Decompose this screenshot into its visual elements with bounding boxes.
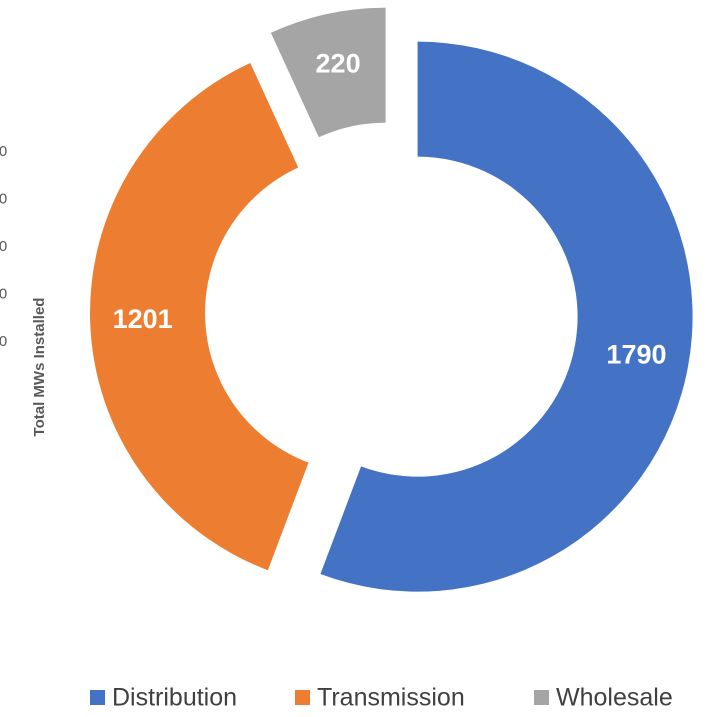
data-label: 1790 — [606, 340, 666, 370]
legend-label: Wholesale — [556, 684, 673, 712]
tick-label: 0 — [0, 333, 7, 350]
tick-label: 0 — [0, 190, 7, 207]
legend-swatch — [295, 690, 310, 705]
legend-swatch — [534, 690, 549, 705]
tick-label: 0 — [0, 285, 7, 302]
slice — [320, 41, 693, 592]
tick-label: 0 — [0, 143, 7, 160]
slice — [90, 63, 309, 571]
legend-swatch — [90, 690, 105, 705]
data-label: 1201 — [113, 304, 173, 334]
slice — [270, 7, 386, 138]
legend-label: Transmission — [317, 684, 465, 712]
legend-label: Distribution — [112, 684, 237, 712]
axis-label: Total MWs Installed — [31, 298, 48, 437]
tick-label: 0 — [0, 238, 7, 255]
data-label: 220 — [316, 48, 361, 78]
